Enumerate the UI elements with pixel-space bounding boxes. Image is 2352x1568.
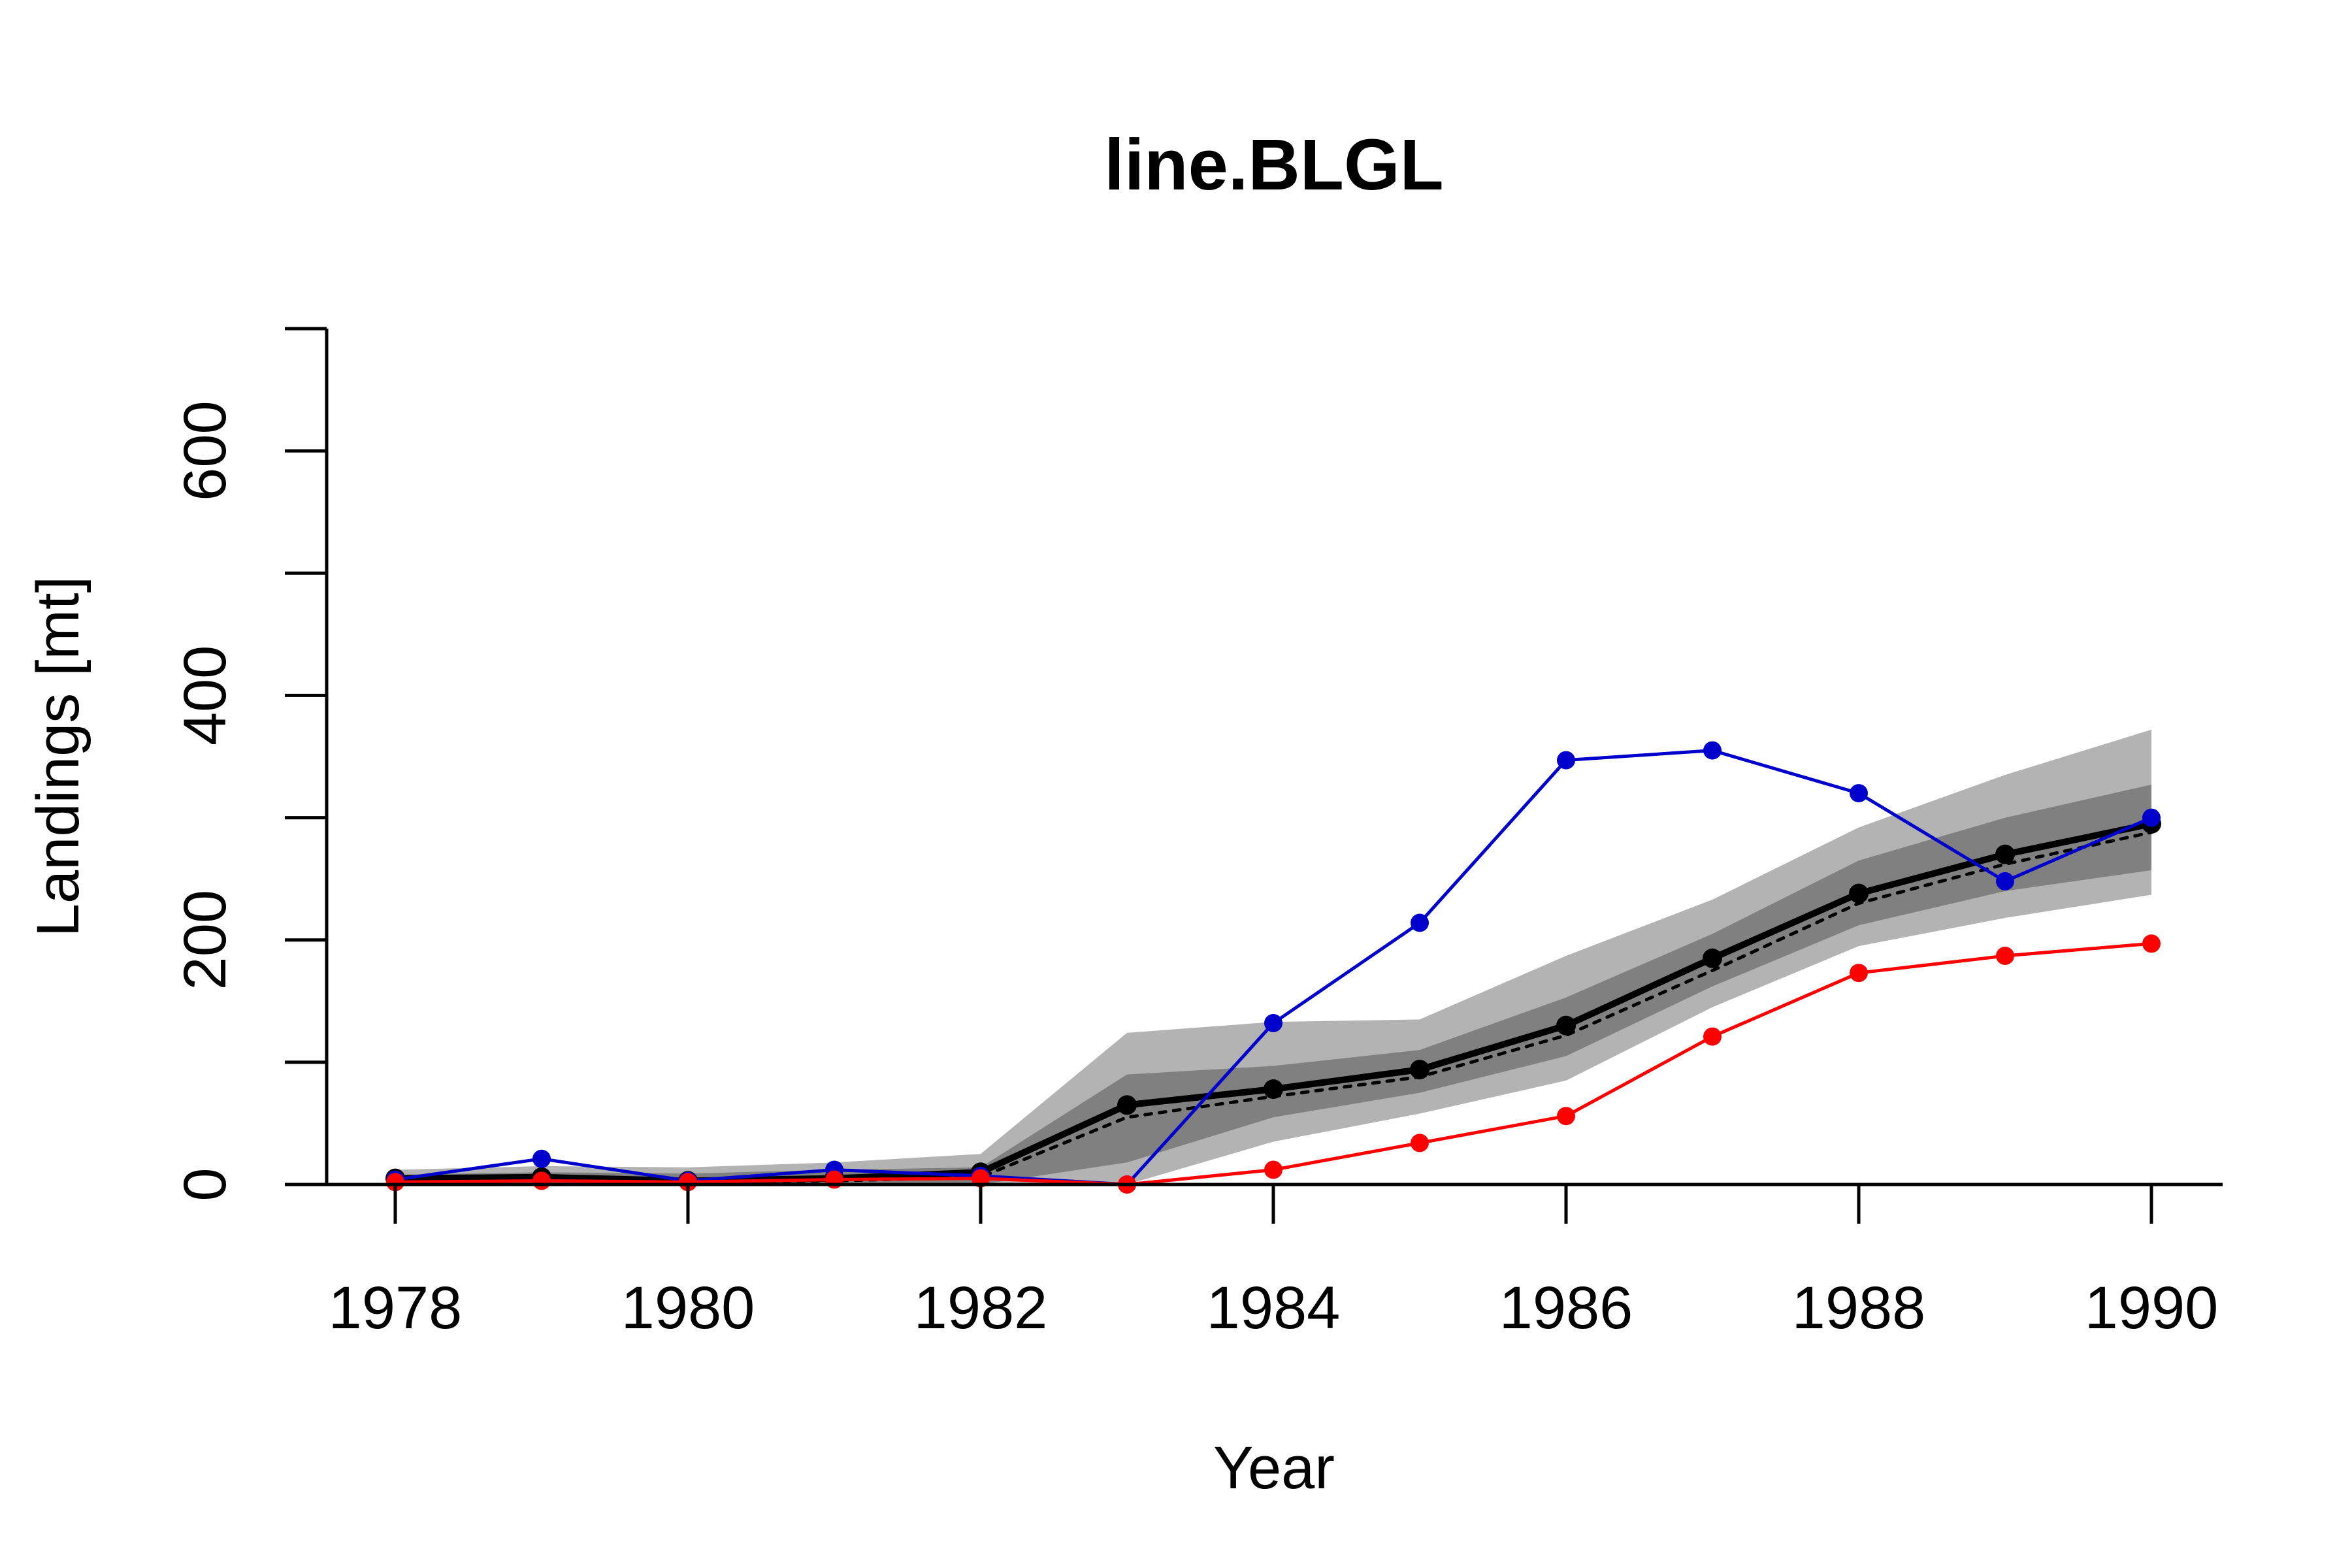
x-axis-label: Year — [1213, 1435, 1335, 1501]
x-tick-label: 1984 — [1207, 1275, 1341, 1341]
series-0-point — [1410, 1060, 1429, 1080]
series-0-point — [1264, 1079, 1283, 1099]
x-tick-label: 1982 — [914, 1275, 1048, 1341]
confidence-bands — [395, 729, 2151, 1184]
series-0-point — [1117, 1095, 1137, 1115]
series-0-point — [1703, 948, 1722, 968]
y-axis-ticks: 0 200 400 600 — [172, 327, 327, 1201]
series-3-point — [1411, 1134, 1429, 1152]
series-3-point — [386, 1173, 404, 1192]
y-tick-label: 400 — [172, 645, 238, 746]
band-1 — [395, 785, 2151, 1184]
series-2-point — [1703, 741, 1722, 760]
y-tick-label: 0 — [172, 1168, 238, 1201]
series-3-point — [1703, 1027, 1722, 1046]
x-tick-label: 1990 — [2085, 1275, 2219, 1341]
series-3-point — [1996, 947, 2014, 965]
x-tick-label: 1988 — [1792, 1275, 1926, 1341]
series-2-point — [1411, 913, 1429, 932]
chart-title: line.BLGL — [1104, 125, 1443, 205]
series-3-point — [532, 1171, 551, 1190]
series-0-point — [1995, 844, 2015, 864]
y-tick-label: 200 — [172, 890, 238, 990]
data-series — [385, 741, 2161, 1194]
series-2-point — [1850, 784, 1868, 803]
x-axis-ticks: 1978 1980 1982 1984 1986 1988 1990 — [329, 1184, 2219, 1341]
series-3-point — [2142, 934, 2161, 953]
x-tick-label: 1980 — [621, 1275, 755, 1341]
series-2-point — [532, 1149, 551, 1168]
series-3-point — [1850, 964, 1868, 983]
y-tick-label: 600 — [172, 400, 238, 501]
series-2-point — [1996, 872, 2014, 890]
x-tick-label: 1978 — [329, 1275, 463, 1341]
series-2-point — [1557, 751, 1575, 770]
series-0-point — [1849, 883, 1869, 904]
series-3-point — [1264, 1160, 1282, 1179]
series-0-point — [1556, 1015, 1576, 1036]
x-tick-label: 1986 — [1499, 1275, 1633, 1341]
y-axis-label: Landings [mt] — [25, 576, 91, 937]
series-2-point — [1264, 1014, 1282, 1032]
series-2-point — [2142, 808, 2161, 827]
series-3-point — [1557, 1107, 1575, 1126]
series-3-point — [679, 1173, 697, 1192]
